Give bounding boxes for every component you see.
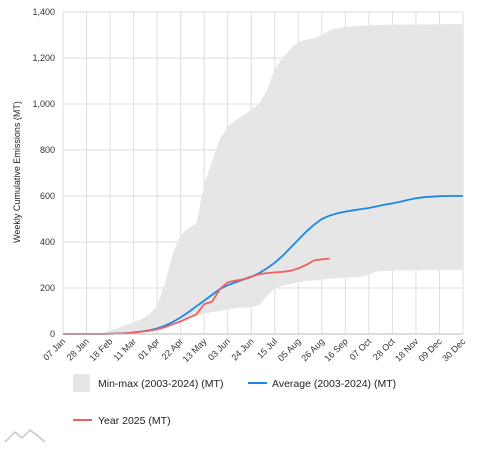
- legend-label-year-2025: Year 2025 (MT): [98, 415, 171, 427]
- y-tick-labels: 0 200 400 600 800 1,000 1,200 1,400: [32, 7, 55, 339]
- y-tick-label: 1,000: [32, 99, 55, 109]
- y-tick-label: 400: [40, 237, 55, 247]
- x-tick-label: 05 Aug: [276, 336, 303, 363]
- x-tick-label: 30 Dec: [440, 336, 468, 364]
- legend-swatch-min-max: [73, 374, 90, 392]
- x-tick-label: 16 Sep: [323, 336, 350, 363]
- x-tick-label: 18 Feb: [88, 336, 115, 363]
- x-tick-label: 13 May: [181, 336, 209, 364]
- legend: Min-max (2003-2024) (MT) Average (2003-2…: [73, 374, 396, 427]
- x-tick-label: 01 Apr: [136, 336, 161, 361]
- min-max-area: [63, 24, 463, 334]
- x-tick-label: 18 Nov: [393, 336, 421, 364]
- legend-label-average: Average (2003-2024) (MT): [272, 378, 396, 390]
- y-tick-label: 0: [50, 329, 55, 339]
- x-tick-label: 09 Dec: [417, 336, 445, 364]
- x-tick-label: 11 Mar: [112, 336, 138, 362]
- x-tick-label: 28 Jan: [65, 336, 91, 362]
- x-tick-label: 03 Jun: [206, 336, 232, 362]
- y-tick-label: 200: [40, 283, 55, 293]
- y-tick-label: 600: [40, 191, 55, 201]
- x-tick-label: 26 Aug: [299, 336, 326, 363]
- x-tick-label: 07 Jan: [41, 336, 67, 362]
- y-tick-label: 1,200: [32, 53, 55, 63]
- min-max-band: [63, 24, 463, 334]
- x-tick-label: 24 Jun: [229, 336, 255, 362]
- y-axis-label: Weekly Cumulative Emissions (MT): [12, 101, 22, 243]
- x-tick-label: 28 Oct: [371, 336, 397, 362]
- y-tick-label: 800: [40, 145, 55, 155]
- y-tick-label: 1,400: [32, 7, 55, 17]
- legend-label-min-max: Min-max (2003-2024) (MT): [98, 378, 223, 390]
- x-tick-label: 07 Oct: [347, 336, 373, 362]
- mountain-logo-icon: [4, 429, 46, 443]
